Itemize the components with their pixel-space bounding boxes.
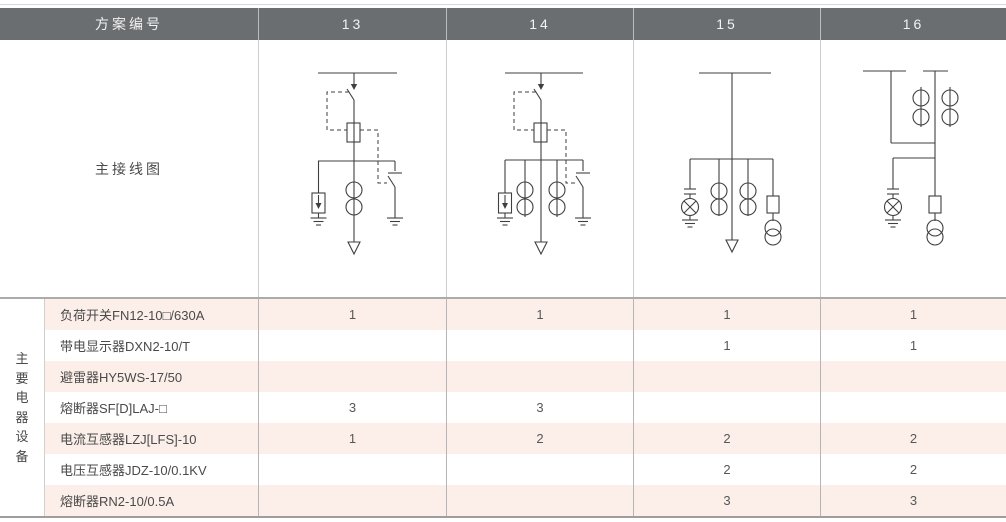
quantity-cell [258, 454, 446, 485]
wiring-diagram-14 [497, 72, 591, 256]
fuse-symbol [766, 195, 780, 214]
surge-arrester-symbol [310, 161, 327, 226]
quantity-cell: 2 [633, 454, 820, 485]
equipment-section: 主要电器设备 负荷开关FN12-10□/630A 1 1 1 1 带电显示器DX… [0, 299, 1006, 516]
quantity-cell [258, 361, 446, 392]
voltage-transformer-symbol [926, 219, 944, 237]
quantity-cell: 3 [820, 485, 1006, 516]
table-row: 负荷开关FN12-10□/630A 1 1 1 1 [45, 299, 1006, 330]
load-switch-symbol [533, 73, 545, 101]
table-row: 熔断器RN2-10/0.5A 3 3 [45, 485, 1006, 516]
scheme-col-16: 16 [820, 8, 1006, 40]
wiring-diagram-15 [680, 72, 782, 254]
fuse-symbol [928, 195, 942, 214]
quantity-cell: 3 [258, 392, 446, 423]
top-rule [0, 4, 1006, 5]
earthing-switch-symbol [387, 161, 403, 226]
quantity-cell [446, 485, 633, 516]
scheme-col-15: 15 [633, 8, 820, 40]
current-transformer-symbol [912, 87, 930, 127]
voltage-transformer-branch [764, 159, 782, 246]
quantity-cell: 1 [258, 299, 446, 330]
scheme-col-13: 13 [258, 8, 446, 40]
quantity-cell: 2 [446, 423, 633, 454]
interlock-linkage [326, 91, 387, 184]
quantity-cell: 1 [258, 423, 446, 454]
feeder-arrow [534, 241, 548, 256]
voltage-indicator-symbol [680, 159, 700, 228]
interlock-linkage [513, 91, 575, 184]
main-wiring-diagram-label: 主接线图 [95, 160, 163, 177]
quantity-cell: 1 [820, 330, 1006, 361]
voltage-transformer-branch [926, 195, 944, 246]
current-transformer-symbol [345, 181, 363, 216]
current-transformer-symbol [739, 159, 757, 216]
scheme-col-14: 14 [446, 8, 633, 40]
equipment-name-cell: 熔断器RN2-10/0.5A [60, 494, 175, 509]
wiring-diagram-13 [310, 72, 403, 256]
wiring-diagram-cell-14 [446, 40, 633, 297]
quantity-cell: 1 [633, 299, 820, 330]
feeder-arrow [725, 239, 739, 254]
quantity-cell: 1 [633, 330, 820, 361]
table-row: 电压互感器JDZ-10/0.1KV 2 2 [45, 454, 1006, 485]
quantity-cell [446, 361, 633, 392]
current-transformer-symbol [516, 160, 534, 217]
surge-arrester-symbol [497, 160, 513, 226]
table-row: 带电显示器DXN2-10/T 1 1 [45, 330, 1006, 361]
equipment-name-cell: 电压互感器JDZ-10/0.1KV [60, 463, 207, 478]
wiring-diagram-row: 主接线图 [0, 40, 1006, 297]
main-equipment-vertical-label: 主要电器设备 [15, 351, 29, 464]
quantity-cell: 3 [633, 485, 820, 516]
wiring-diagram-cell-13 [258, 40, 446, 297]
equipment-side-column: 主要电器设备 [0, 299, 45, 516]
quantity-cell [446, 330, 633, 361]
current-transformer-symbol [941, 87, 959, 127]
quantity-cell [820, 361, 1006, 392]
section-rule [0, 297, 1006, 299]
equipment-name-cell: 避雷器HY5WS-17/50 [60, 370, 183, 385]
equipment-rows: 负荷开关FN12-10□/630A 1 1 1 1 带电显示器DXN2-10/T… [45, 299, 1006, 516]
equipment-name-cell: 负荷开关FN12-10□/630A [60, 308, 205, 323]
wiring-diagram-cell-15 [633, 40, 820, 297]
equipment-name-cell: 带电显示器DXN2-10/T [60, 339, 191, 354]
current-transformer-symbol [548, 160, 566, 217]
quantity-cell: 1 [446, 299, 633, 330]
quantity-cell [258, 330, 446, 361]
wiring-diagram-cell-16 [820, 40, 1006, 297]
voltage-transformer-symbol [764, 219, 782, 237]
quantity-cell: 3 [446, 392, 633, 423]
voltage-indicator-symbol [883, 158, 903, 228]
quantity-cell [633, 392, 820, 423]
load-switch-symbol [346, 73, 358, 101]
bottom-rule [0, 516, 1006, 518]
quantity-cell [633, 361, 820, 392]
table-row: 电流互感器LZJ[LFS]-10 1 2 2 2 [45, 423, 1006, 454]
quantity-cell: 2 [633, 423, 820, 454]
equipment-name-cell: 电流互感器LZJ[LFS]-10 [60, 432, 197, 447]
current-transformer-symbol [710, 159, 728, 216]
table-row: 避雷器HY5WS-17/50 [45, 361, 1006, 392]
earthing-switch-symbol [575, 160, 591, 226]
quantity-cell [258, 485, 446, 516]
fuse-symbol [346, 122, 361, 143]
equipment-name-cell: 熔断器SF[D]LAJ-□ [60, 401, 167, 416]
table-row: 熔断器SF[D]LAJ-□ 3 3 [45, 392, 1006, 423]
scheme-header-row: 方案编号 13 14 15 16 [0, 8, 1006, 40]
feeder-arrow [347, 241, 361, 256]
quantity-cell: 2 [820, 454, 1006, 485]
wiring-diagram-16 [863, 70, 959, 246]
quantity-cell: 1 [820, 299, 1006, 330]
fuse-symbol [533, 122, 548, 143]
quantity-cell [446, 454, 633, 485]
quantity-cell [820, 392, 1006, 423]
scheme-number-label: 方案编号 [95, 16, 163, 32]
quantity-cell: 2 [820, 423, 1006, 454]
